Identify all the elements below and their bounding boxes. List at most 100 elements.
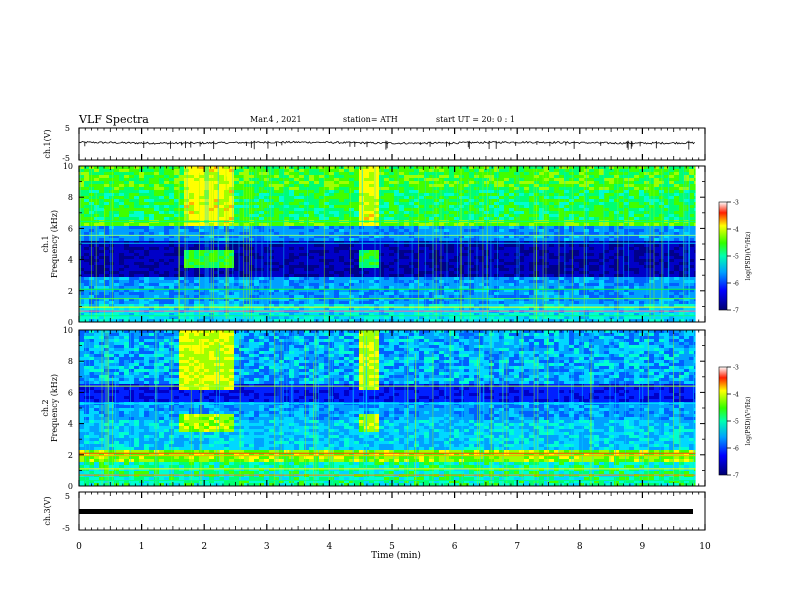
- spec1-cell: [529, 295, 535, 299]
- spec1-cell: [504, 217, 510, 221]
- spec1-cell: [334, 214, 340, 218]
- spec1-cell: [194, 178, 200, 182]
- spec1-cell: [294, 262, 300, 266]
- spec1-cell: [344, 295, 350, 299]
- spec1-cell: [519, 298, 525, 302]
- spec1-cell: [159, 283, 165, 287]
- spec1-cell: [354, 211, 360, 215]
- spec1-cell: [309, 202, 315, 206]
- spec1-cell: [519, 292, 525, 296]
- spec1-cell: [414, 205, 420, 209]
- spec1-cell: [229, 313, 235, 317]
- spec1-cell: [389, 307, 395, 311]
- spec1-cell: [469, 223, 475, 227]
- spec1-cell: [169, 256, 175, 260]
- spec1-cell: [154, 244, 160, 248]
- spec1-cell: [99, 286, 105, 290]
- spec1-cell: [379, 175, 385, 179]
- spec1-cell: [374, 259, 380, 263]
- spec1-cell: [464, 259, 470, 263]
- spec1-cell: [149, 211, 155, 215]
- spec1-cell: [99, 229, 105, 233]
- spec1-cell: [309, 238, 315, 242]
- spec1-cell: [369, 184, 375, 188]
- spec1-cell: [129, 244, 135, 248]
- spec1-cell: [109, 217, 115, 221]
- spec1-cell: [549, 283, 555, 287]
- spec1-cell: [274, 277, 280, 281]
- spec1-cell: [144, 259, 150, 263]
- spec1-cell: [114, 265, 120, 269]
- spec1-cell: [199, 319, 205, 323]
- spec1-cell: [424, 211, 430, 215]
- spec1-cell: [94, 190, 100, 194]
- spec1-cell: [159, 319, 165, 323]
- spec1-cell: [374, 178, 380, 182]
- spec1-cell: [84, 262, 90, 266]
- spec1-cell: [194, 217, 200, 221]
- spec1-cell: [114, 232, 120, 236]
- spec1-cell: [219, 238, 225, 242]
- spec1-cell: [264, 280, 270, 284]
- spec1-cell: [464, 244, 470, 248]
- spec1-cell: [329, 196, 335, 200]
- spec1-cell: [304, 277, 310, 281]
- spec1-cell: [99, 217, 105, 221]
- spec1-cell: [374, 262, 380, 266]
- spec1-cell: [199, 280, 205, 284]
- spec1-cell: [364, 178, 370, 182]
- spec1-cell: [424, 175, 430, 179]
- spec1-cell: [469, 235, 475, 239]
- spec1-cell: [214, 232, 220, 236]
- spec1-cell: [109, 265, 115, 269]
- spec1-cell: [334, 241, 340, 245]
- spec1-cell: [339, 256, 345, 260]
- spec1-cell: [79, 307, 85, 311]
- spec1-cell: [524, 274, 530, 278]
- spec1-cell: [129, 193, 135, 197]
- spec1-cell: [369, 268, 375, 272]
- spec1-cell: [99, 178, 105, 182]
- spec1-cell: [289, 313, 295, 317]
- spec1-cell: [544, 214, 550, 218]
- spec1-cell: [479, 319, 485, 323]
- spec1-cell: [419, 283, 425, 287]
- spec1-cell: [374, 268, 380, 272]
- spec1-cell: [414, 313, 420, 317]
- spec1-cell: [164, 241, 170, 245]
- spec1-cell: [454, 205, 460, 209]
- spec1-cell: [349, 196, 355, 200]
- spec1-cell: [414, 289, 420, 293]
- spec1-cell: [494, 286, 500, 290]
- spec1-cell: [549, 211, 555, 215]
- spec1-cell: [164, 238, 170, 242]
- spec1-cell: [124, 226, 130, 230]
- spec1-cell: [504, 196, 510, 200]
- spec1-cell: [409, 259, 415, 263]
- spec1-cell: [419, 295, 425, 299]
- spec1-cell: [144, 190, 150, 194]
- spec1-cell: [404, 229, 410, 233]
- spec1-cell: [114, 235, 120, 239]
- spec1-cell: [319, 259, 325, 263]
- spec1-cell: [289, 223, 295, 227]
- spec1-cell: [124, 274, 130, 278]
- spec1-cell: [464, 265, 470, 269]
- spec1-cell: [554, 169, 560, 173]
- spec1-cell: [114, 217, 120, 221]
- spec1-cell: [84, 187, 90, 191]
- spec1-cell: [199, 229, 205, 233]
- spec1-cell: [539, 286, 545, 290]
- spec1-cell: [399, 208, 405, 212]
- spec1-cell: [439, 235, 445, 239]
- spec1-cell: [184, 211, 190, 215]
- spec1-cell: [149, 175, 155, 179]
- spec1-cell: [349, 292, 355, 296]
- spec1-cell: [489, 286, 495, 290]
- spec1-cell: [434, 256, 440, 260]
- spec1-cell: [279, 190, 285, 194]
- spec1-cell: [214, 205, 220, 209]
- spec1-cell: [314, 292, 320, 296]
- spec1-cell: [119, 259, 125, 263]
- spec1-cell: [309, 244, 315, 248]
